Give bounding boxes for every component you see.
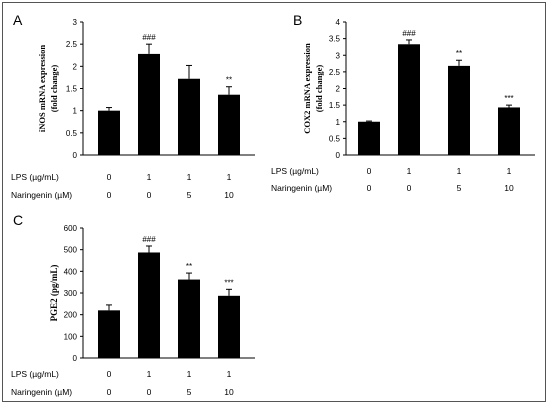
significance-label: *** xyxy=(504,94,513,103)
significance-label: ### xyxy=(402,29,416,38)
treatment-value: 1 xyxy=(147,369,152,379)
treatment-value: 5 xyxy=(187,190,192,200)
y-tick-label: 1 xyxy=(336,118,341,127)
y-tick-label: 0.5 xyxy=(66,129,78,138)
significance-label: ### xyxy=(142,235,156,244)
treatment-value: 0 xyxy=(107,190,112,200)
significance-label: *** xyxy=(224,278,233,287)
treatment-value: 1 xyxy=(507,166,512,176)
treatment-value: 1 xyxy=(227,369,232,379)
y-axis-title-line2: (fold change) xyxy=(314,65,324,113)
treatment-value: 10 xyxy=(224,190,234,200)
treatment-value: 10 xyxy=(224,387,234,397)
treatment-value: 1 xyxy=(407,166,412,176)
treatment-value: 0 xyxy=(107,172,112,182)
bar xyxy=(178,78,200,155)
y-axis-title: PGE2 (pg/mL) xyxy=(49,265,59,322)
treatment-row-label: Naringenin (µM) xyxy=(11,190,72,200)
bar xyxy=(498,107,520,155)
y-tick-label: 1.5 xyxy=(329,101,341,110)
bar xyxy=(218,295,240,358)
panel-b: B COX2 mRNA expression (fold change) 0 0.5 1 1… xyxy=(271,12,535,193)
y-tick-label: 2 xyxy=(73,62,78,71)
y-tick-label: 2.5 xyxy=(329,68,341,77)
treatment-value: 10 xyxy=(504,183,514,193)
treatment-value: 0 xyxy=(107,369,112,379)
panel-label: C xyxy=(13,212,23,228)
bar xyxy=(448,65,470,155)
y-tick-label: 500 xyxy=(64,246,78,255)
treatment-value: 0 xyxy=(367,183,372,193)
treatment-value: 1 xyxy=(457,166,462,176)
bar xyxy=(138,252,160,358)
y-axis-title: iNOS mRNA expression xyxy=(37,45,47,132)
bar xyxy=(138,53,160,155)
y-tick-label: 2 xyxy=(336,85,341,94)
significance-label: ** xyxy=(226,76,232,85)
treatment-value: 0 xyxy=(147,190,152,200)
y-tick-label: 300 xyxy=(64,289,78,298)
bar xyxy=(98,310,120,358)
y-tick-label: 3 xyxy=(336,51,341,60)
treatment-row-label: LPS (µg/mL) xyxy=(271,166,319,176)
significance-label: ** xyxy=(456,49,462,58)
treatment-value: 1 xyxy=(147,172,152,182)
y-tick-label: 0 xyxy=(73,151,78,160)
bar xyxy=(218,94,240,155)
treatment-row-label: Naringenin (µM) xyxy=(271,183,332,193)
y-tick-label: 0 xyxy=(73,354,78,363)
treatment-value: 0 xyxy=(407,183,412,193)
treatment-value: 1 xyxy=(227,172,232,182)
treatment-value: 1 xyxy=(187,369,192,379)
bar xyxy=(98,110,120,155)
significance-label: ### xyxy=(142,33,156,42)
y-tick-label: 0 xyxy=(336,151,341,160)
treatment-value: 1 xyxy=(187,172,192,182)
bar xyxy=(178,279,200,358)
treatment-value: 0 xyxy=(107,387,112,397)
y-axis-title-line2: (fold change) xyxy=(49,65,59,113)
treatment-row-label: LPS (µg/mL) xyxy=(11,369,59,379)
y-tick-label: 100 xyxy=(64,332,78,341)
significance-label: ** xyxy=(186,262,192,271)
y-tick-label: 3.5 xyxy=(329,35,341,44)
y-tick-label: 1 xyxy=(73,107,78,116)
panel-label: A xyxy=(13,12,23,28)
bar xyxy=(358,121,380,155)
y-tick-label: 3 xyxy=(73,18,78,27)
treatment-value: 0 xyxy=(367,166,372,176)
treatment-value: 0 xyxy=(147,387,152,397)
y-tick-label: 1.5 xyxy=(66,85,78,94)
y-tick-label: 2.5 xyxy=(66,40,78,49)
y-axis-title: COX2 mRNA expression xyxy=(302,43,312,134)
y-tick-label: 200 xyxy=(64,311,78,320)
treatment-row-label: Naringenin (µM) xyxy=(11,387,72,397)
treatment-value: 5 xyxy=(457,183,462,193)
y-tick-label: 600 xyxy=(64,224,78,233)
panel-label: B xyxy=(293,12,302,28)
y-tick-label: 400 xyxy=(64,267,78,276)
y-tick-label: 0.5 xyxy=(329,134,341,143)
bar xyxy=(398,44,420,156)
treatment-value: 5 xyxy=(187,387,192,397)
treatment-row-label: LPS (µg/mL) xyxy=(11,172,59,182)
y-tick-label: 4 xyxy=(336,18,341,27)
